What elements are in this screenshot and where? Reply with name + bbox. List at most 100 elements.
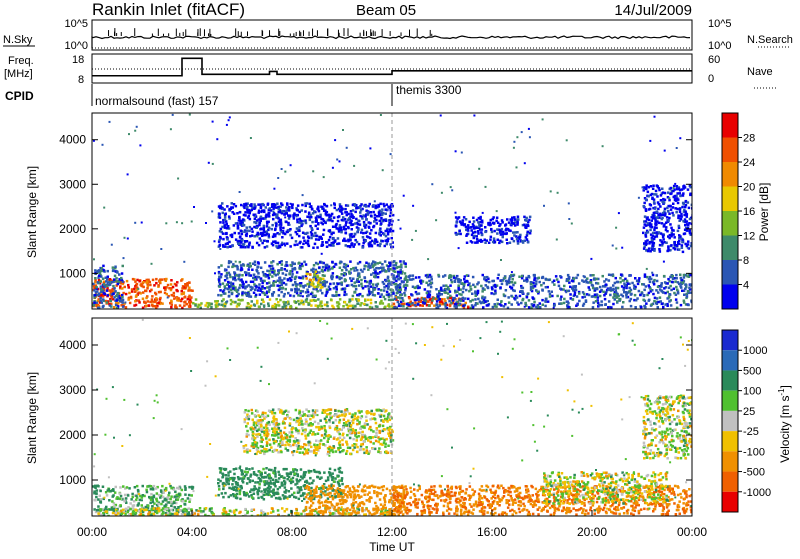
power-cell — [251, 269, 254, 272]
power-cell — [634, 306, 637, 309]
power-cell — [303, 220, 306, 223]
velocity-cell — [181, 500, 184, 503]
power-cell — [649, 222, 652, 225]
power-cell — [626, 280, 629, 283]
power-cell — [313, 264, 316, 267]
power-cell — [379, 262, 382, 265]
power-cell — [325, 241, 328, 244]
power-cell — [655, 190, 658, 193]
power-cell — [466, 280, 469, 283]
power-cell — [651, 219, 654, 222]
nave-tick-top: 60 — [708, 54, 720, 66]
power-cell — [596, 288, 599, 291]
velocity-cell — [133, 500, 136, 503]
velocity-cell — [222, 509, 225, 512]
power-cell — [399, 271, 402, 274]
cpid-label: CPID — [5, 89, 34, 103]
power-cell — [187, 289, 190, 292]
power-cell — [458, 230, 461, 233]
power-cell — [667, 291, 670, 294]
velocity-cell — [170, 495, 173, 498]
power-cell — [289, 224, 291, 226]
velocity-cell — [178, 487, 181, 490]
power-cell — [662, 212, 664, 214]
power-cell — [344, 287, 347, 290]
power-cell — [683, 294, 686, 297]
power-cell — [305, 242, 308, 245]
power-cell — [98, 275, 101, 278]
power-cell — [550, 190, 552, 192]
power-cell — [217, 294, 220, 297]
power-cell — [456, 217, 459, 220]
velocity-cell — [127, 511, 130, 514]
power-cell — [545, 298, 548, 301]
power-cell — [431, 299, 434, 302]
power-cell — [545, 300, 548, 303]
power-cell — [212, 121, 214, 123]
power-cell — [479, 300, 482, 303]
power-cell — [302, 275, 305, 278]
velocity-cell — [119, 498, 122, 501]
velocity-cell — [173, 502, 176, 505]
power-cell — [218, 303, 221, 306]
power-cell — [182, 293, 185, 296]
freq-panel: Freq. [MHz] 18 8 60 0 Nave — [4, 54, 776, 88]
power-cell — [330, 298, 333, 301]
power-cell — [481, 220, 484, 223]
power-cell — [482, 274, 485, 277]
power-cell — [246, 226, 249, 229]
power-cell — [583, 275, 585, 277]
power-cell — [100, 288, 103, 291]
power-cell — [437, 274, 440, 277]
power-cell — [634, 277, 637, 280]
power-cell — [352, 267, 355, 270]
colorbar-segment — [722, 162, 738, 187]
power-cell — [452, 299, 455, 302]
power-cell — [567, 280, 569, 282]
power-cell — [655, 193, 658, 196]
power-cell — [449, 274, 452, 277]
power-cell — [318, 216, 321, 219]
power-cell — [653, 283, 656, 286]
power-cell — [681, 206, 684, 209]
power-cell — [509, 242, 512, 245]
power-cell — [655, 289, 658, 292]
power-cell — [642, 232, 645, 235]
power-cell — [321, 253, 323, 255]
power-cell — [321, 261, 324, 264]
power-cell — [521, 292, 524, 295]
power-cell — [247, 302, 250, 305]
velocity-cell — [170, 487, 173, 490]
power-cell — [149, 284, 152, 287]
power-cell — [219, 248, 221, 250]
nave-tick-bottom: 0 — [708, 73, 714, 85]
power-cell — [672, 278, 675, 281]
power-cell — [633, 287, 636, 290]
power-cell — [321, 305, 324, 308]
power-cell — [675, 298, 678, 301]
power-cell — [319, 214, 322, 217]
power-cell — [496, 232, 499, 235]
power-cell — [212, 163, 214, 165]
power-cell — [521, 275, 524, 278]
power-cell — [660, 285, 663, 288]
velocity-cell — [161, 513, 164, 516]
power-cell — [319, 302, 322, 305]
power-cell — [457, 278, 460, 281]
power-cell — [656, 216, 659, 219]
power-cell — [455, 306, 458, 309]
power-cell — [240, 264, 243, 267]
power-scatter — [92, 113, 694, 310]
power-cell — [324, 269, 327, 272]
power-cell — [176, 221, 178, 223]
power-cell — [475, 295, 478, 298]
power-cell — [267, 274, 270, 277]
power-cell — [387, 231, 390, 234]
power-cell — [506, 239, 509, 242]
y-tick-label: 2000 — [59, 222, 86, 236]
power-cell — [608, 279, 611, 282]
power-cell — [675, 274, 678, 277]
power-cell — [344, 266, 347, 269]
power-cell — [345, 293, 348, 296]
power-cell — [132, 278, 135, 281]
